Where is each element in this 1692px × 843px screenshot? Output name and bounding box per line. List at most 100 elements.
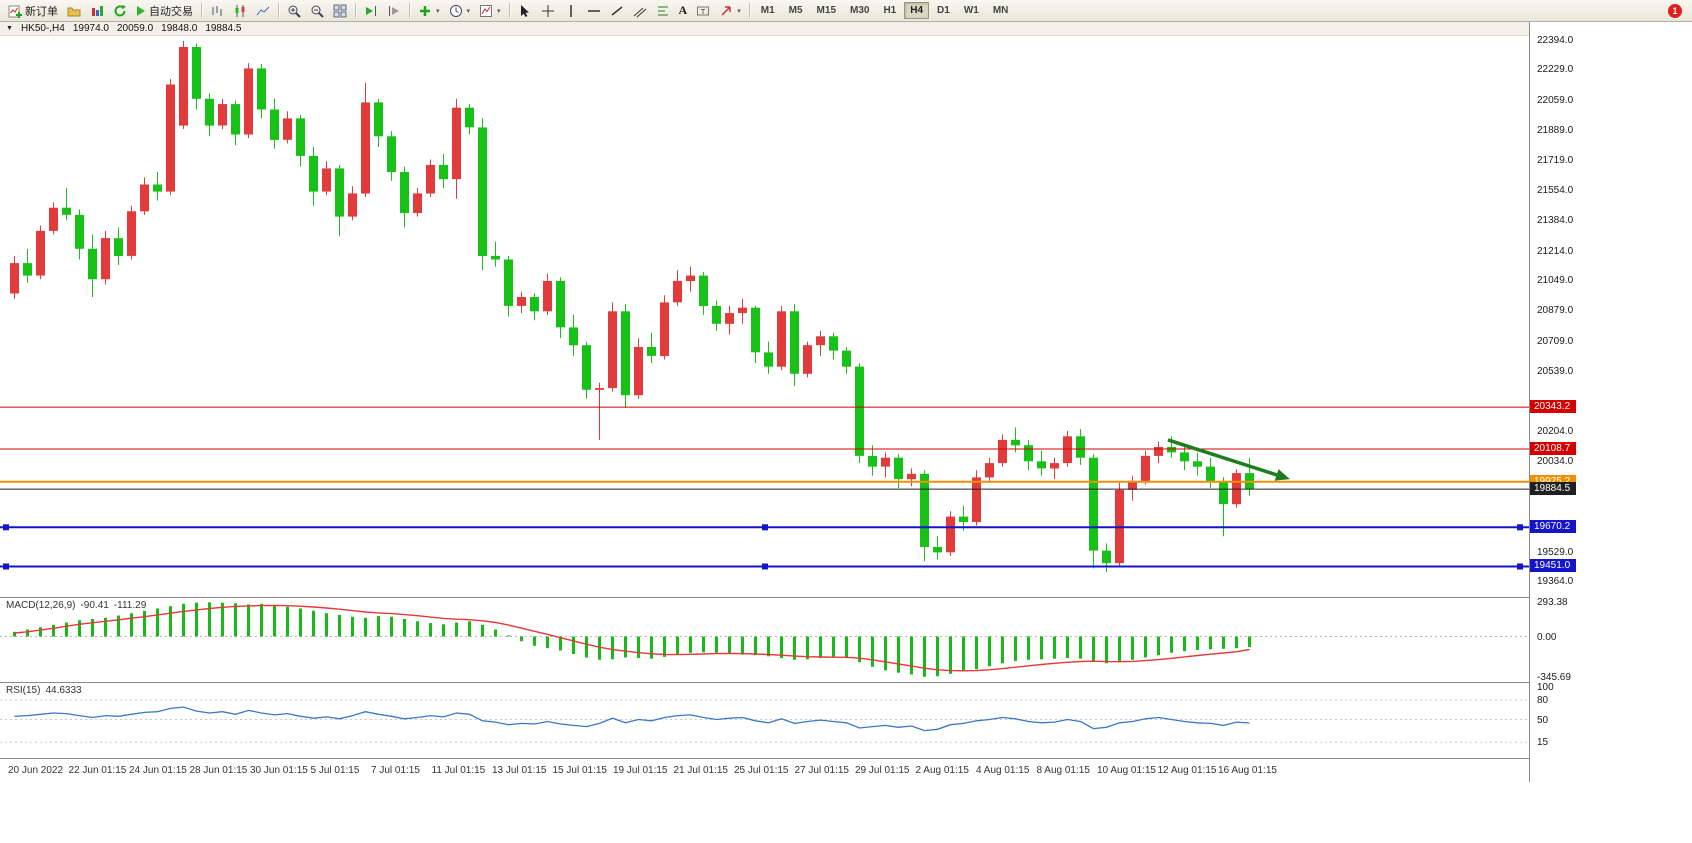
text-button[interactable]: A [675,1,692,20]
horizontal-line-button[interactable] [583,1,605,20]
chevron-down-icon: ▾ [436,7,440,15]
chart-symbol: HK50-,H4 [20,23,65,34]
toolbar-separator [355,3,356,18]
channel-icon [633,4,647,18]
price-axis-tick: 21889.0 [1537,125,1574,137]
clock-icon [449,4,463,18]
toolbar-separator [278,3,279,18]
time-axis-label: 28 Jun 01:15 [189,765,248,776]
profiles-button[interactable] [63,1,85,20]
candlestick-chart-button[interactable] [229,1,251,20]
tile-windows-icon [333,4,347,18]
templates-button[interactable]: ▾ [475,1,505,20]
chart-shift-button[interactable] [383,1,405,20]
time-axis-label: 7 Jul 01:15 [371,765,420,776]
ohlc-open: 19974.0 [72,23,109,34]
timeframe-h1-button[interactable]: H1 [883,5,897,16]
indicators-button[interactable]: ▾ [414,1,444,20]
template-icon [479,4,493,18]
trendline-icon [610,4,624,18]
toolbar-separator [201,3,202,18]
time-axis-label: 15 Jul 01:15 [552,765,608,776]
line-chart-button[interactable] [252,1,274,20]
price-axis-tick: 19529.0 [1537,546,1574,558]
market-watch-button[interactable] [86,1,108,20]
rsi-label: RSI(15) 44.6333 [6,685,87,696]
price-axis-tick: 22059.0 [1537,94,1574,106]
zoom-in-button[interactable] [283,1,305,20]
refresh-button[interactable] [109,1,131,20]
time-axis-label: 30 Jun 01:15 [250,765,308,776]
price-axis-tick: 19364.0 [1537,576,1574,587]
new-order-icon [8,4,22,18]
zoom-in-icon [287,4,301,18]
ohlc-low: 19848.0 [161,23,198,34]
chevron-down-icon: ▾ [497,7,501,15]
toolbar-separator [508,3,510,18]
macd-axis-tick: -345.69 [1537,671,1571,683]
cursor-button[interactable] [514,1,536,20]
rsi-axis-tick: 50 [1537,714,1549,726]
time-axis-label: 12 Aug 01:15 [1157,765,1217,776]
rsi-value: 44.6333 [45,685,82,696]
main-chart[interactable] [0,22,1529,597]
timeframe-w1-button[interactable]: W1 [963,5,979,16]
tile-windows-button[interactable] [329,1,351,20]
auto-scroll-button[interactable] [360,1,382,20]
timeframe-mn-button[interactable]: MN [992,5,1009,16]
text-label-button[interactable]: T [692,1,714,20]
new-order-button[interactable]: 新订单 [4,1,62,20]
timeframe-group: M1 M5 M15 M30 H1 H4 D1 W1 MN [754,2,1016,19]
time-axis-label: 21 Jul 01:15 [673,765,729,776]
price-axis-tick: 20709.0 [1537,335,1574,347]
time-axis-label: 5 Jul 01:15 [310,765,360,776]
trendline-button[interactable] [606,1,628,20]
periods-button[interactable]: ▾ [445,1,475,20]
crosshair-button[interactable] [537,1,559,20]
crosshair-icon [541,4,555,18]
arrows-button[interactable]: ▾ [715,1,745,20]
one-click-trading-toggle-icon[interactable]: ▼ [6,25,13,32]
time-axis-label: 27 Jul 01:15 [794,765,850,776]
time-axis[interactable]: 20 Jun 2022 22 Jun 01:15 24 Jun 01:15 28 Ju… [0,758,1529,782]
pane-separator[interactable] [0,597,1692,598]
macd-pane[interactable] [0,598,1529,682]
toolbar-separator [409,3,410,18]
price-axis[interactable]: 22394.0 22229.0 22059.0 21889.0 21719.0 21554… [1529,22,1692,782]
timeframe-m5-button[interactable]: M5 [788,5,803,16]
rsi-axis-tick: 100 [1537,682,1554,693]
pane-separator[interactable] [0,682,1692,683]
play-icon [136,5,146,17]
time-axis-label: 20 Jun 2022 [8,765,64,776]
rsi-axis-tick: 80 [1537,695,1549,706]
timeframe-m15-button[interactable]: M15 [816,5,836,16]
fibonacci-button[interactable] [652,1,674,20]
price-line-badge: 20343.2 [1530,400,1576,414]
zoom-out-icon [310,4,324,18]
notification-badge[interactable]: 1 [1668,4,1682,18]
time-axis-label: 24 Jun 01:15 [129,765,187,776]
timeframe-m30-button[interactable]: M30 [850,5,870,16]
cursor-icon [518,4,532,18]
time-axis-label: 4 Aug 01:15 [976,765,1030,776]
autotrading-button[interactable]: 自动交易 [132,1,197,20]
zoom-out-button[interactable] [306,1,328,20]
text-tool-icon: A [678,3,688,17]
horizontal-line-icon [587,4,601,18]
vertical-line-button[interactable] [560,1,582,20]
timeframe-m1-button[interactable]: M1 [760,5,775,16]
chevron-down-icon: ▾ [466,7,471,15]
rsi-pane[interactable] [0,683,1529,758]
rsi-axis-tick: 15 [1537,737,1549,749]
arrow-object-icon [719,4,733,18]
rsi-name: RSI(15) [6,685,41,696]
timeframe-d1-button[interactable]: D1 [937,5,950,16]
channel-button[interactable] [629,1,651,20]
bar-chart-button[interactable] [206,1,228,20]
timeframe-h4-button[interactable]: H4 [904,2,930,19]
price-axis-tick: 22229.0 [1537,64,1574,76]
time-axis-label: 22 Jun 01:15 [68,765,127,776]
toolbar-separator [748,3,750,18]
price-axis-tick: 20204.0 [1537,426,1574,437]
price-axis-tick: 21554.0 [1537,184,1574,196]
